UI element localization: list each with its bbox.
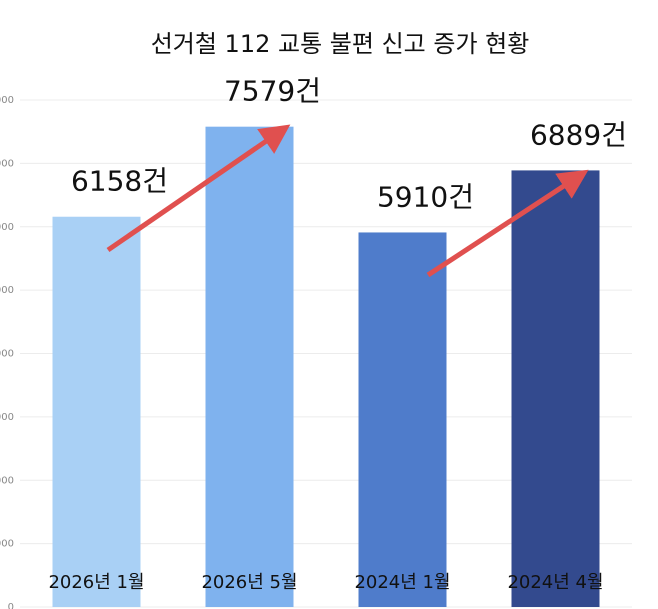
y-tick-label: 3,000 [0,412,14,423]
x-tick-label: 2024년 4월 [507,572,603,593]
trend-arrow [426,169,589,278]
bar [52,216,141,607]
x-tick-label: 2024년 1월 [354,572,450,593]
y-tick-label: 7,000 [0,158,14,169]
trend-arrow [106,124,291,253]
y-tick-label: 6,000 [0,222,14,233]
bar [205,126,294,607]
y-tick-label: 2,000 [0,475,14,486]
y-tick-label: 0 [8,602,14,609]
data-label: 5910건 [377,180,474,213]
x-tick-label: 2026년 1월 [48,572,144,593]
y-tick-label: 4,000 [0,349,14,360]
y-tick-label: 5,000 [0,285,14,296]
bar [358,232,447,608]
chart-title: 선거철 112 교통 불편 신고 증가 현황 [151,30,530,58]
data-label: 6889건 [530,118,627,151]
bar [511,170,600,608]
data-label: 7579건 [224,75,321,108]
x-tick-label: 2026년 5월 [201,572,297,593]
y-tick-label: 8,000 [0,95,14,106]
y-tick-label: 1,000 [0,539,14,550]
data-label: 6158건 [71,165,168,198]
